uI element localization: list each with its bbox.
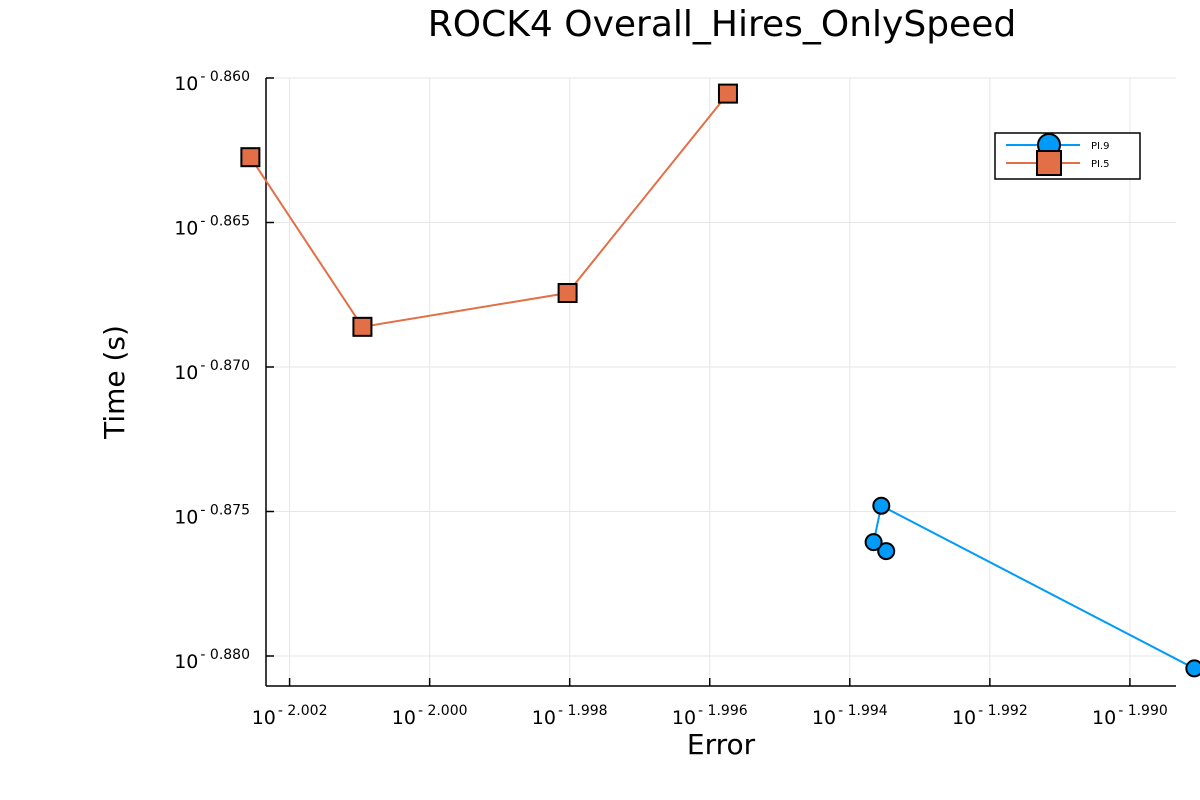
x-ticks: 10- 2.002 10- 2.000 10- 1.998 10- 1.996 10- … [252,678,1168,729]
series-1-point-2 [557,283,578,304]
x-tick-label-5: 10- 1.992 [952,703,1028,729]
legend-box [994,132,1141,180]
series-line-0 [872,504,1195,670]
x-tick-label-4: 10- 1.994 [812,703,888,729]
legend-marker-1 [1036,150,1062,176]
series-0-point-1 [864,533,883,552]
x-tick-label-3: 10- 1.996 [672,703,748,729]
series-0-point-2 [872,496,891,515]
series-1-point-3 [717,83,738,104]
series-0 [864,496,1200,678]
series-0-point-0 [877,542,896,561]
y-tick-label-1: 10- 0.865 [174,214,250,240]
y-tick-label-2: 10- 0.870 [174,358,250,384]
x-tick-label-2: 10- 1.998 [532,703,608,729]
y-tick-label-4: 10- 0.880 [174,647,250,673]
series-1-point-1 [352,316,373,337]
series-1 [240,83,738,337]
x-tick-label-0: 10- 2.002 [252,703,328,729]
y-axis-label: Time (s) [98,325,131,440]
legend-label-1: PI.5 [1091,159,1110,170]
series-line-1 [249,92,729,328]
series-layer [240,83,1200,678]
y-ticks: 10- 0.860 10- 0.865 10- 0.870 10- 0.875 10- … [174,69,274,673]
legend-label-0: PI.9 [1091,141,1110,152]
y-gridlines [266,77,1176,657]
x-axis-label: Error [687,728,756,761]
legend: PI.9 PI.5 [994,132,1141,180]
x-tick-label-1: 10- 2.000 [392,703,468,729]
x-tick-label-6: 10- 1.990 [1092,703,1168,729]
series-1-point-0 [240,147,261,168]
series-0-point-3 [1185,659,1200,678]
y-tick-label-3: 10- 0.875 [174,503,250,529]
chart-title: ROCK4 Overall_Hires_OnlySpeed [428,4,1016,45]
y-tick-label-0: 10- 0.860 [174,69,250,95]
